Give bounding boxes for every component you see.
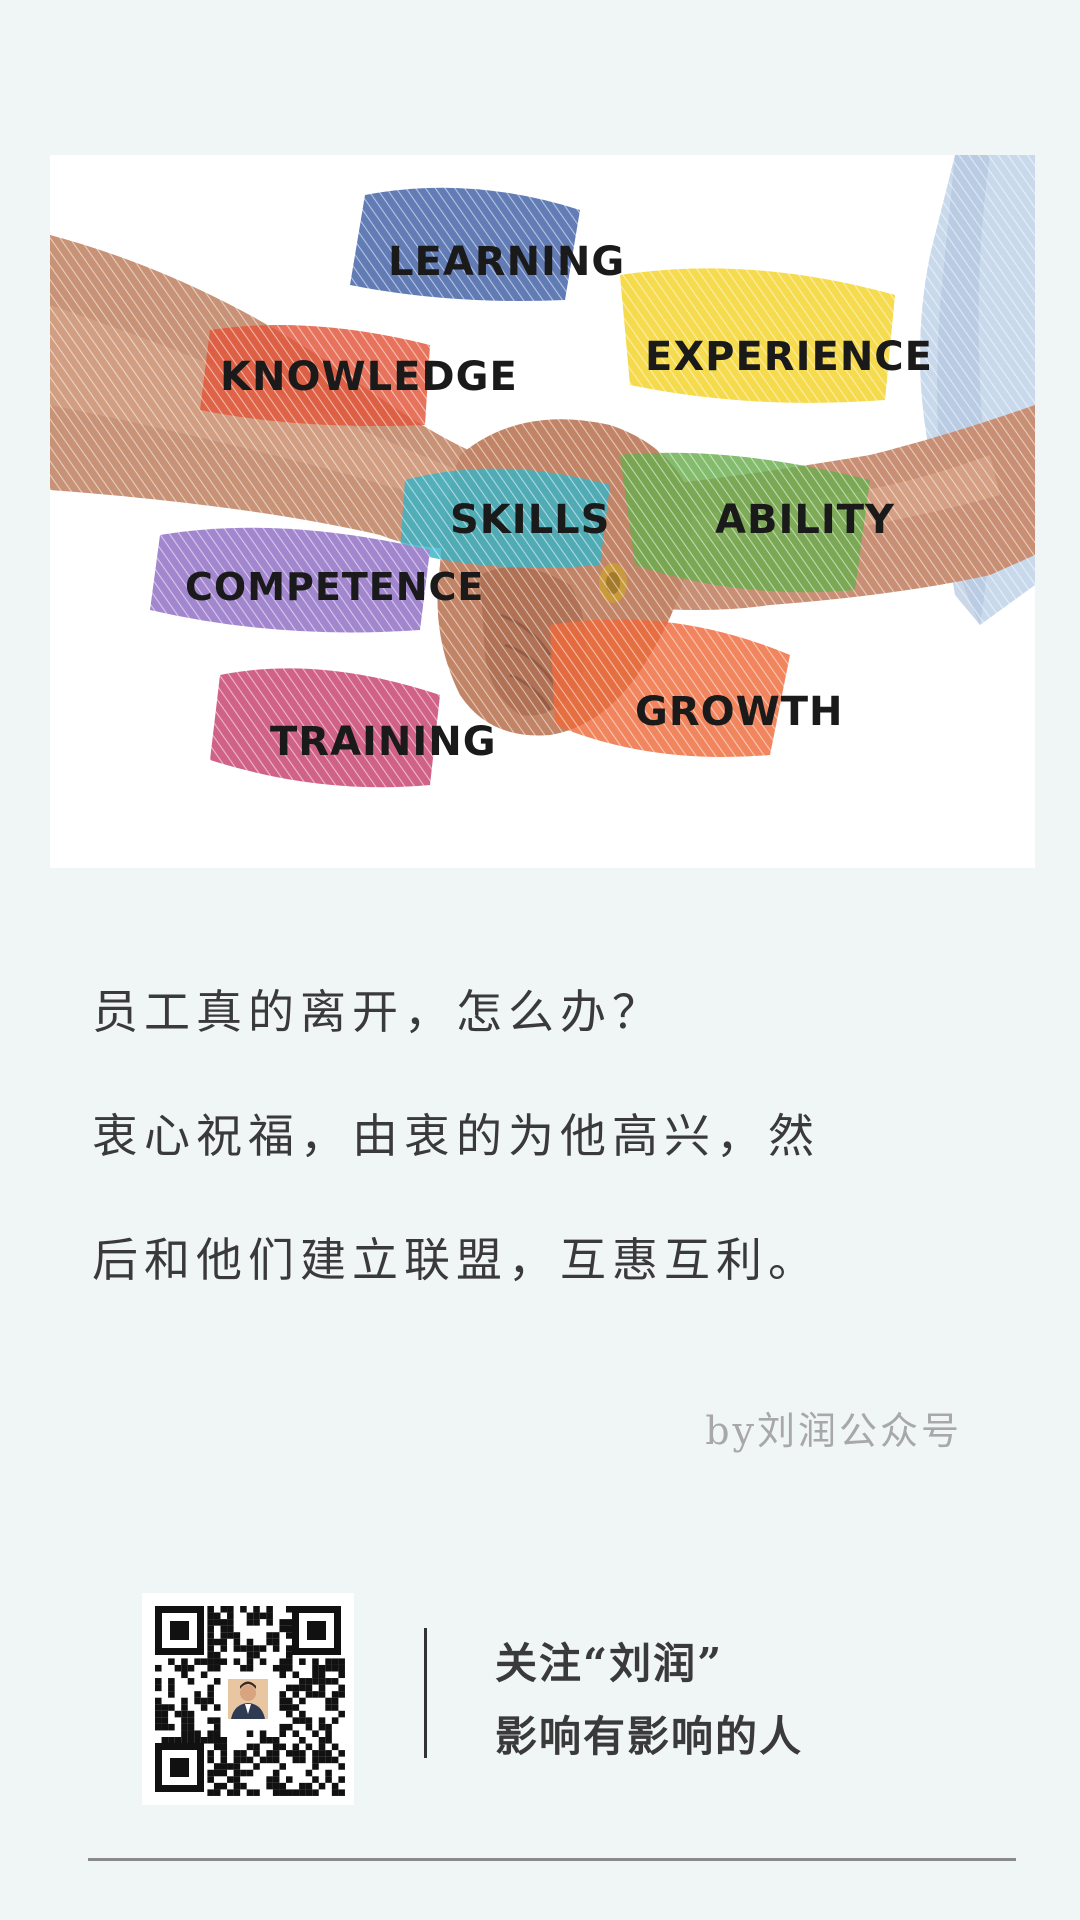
vertical-divider: [424, 1628, 427, 1758]
word-knowledge: KNOWLEDGE: [220, 354, 518, 400]
word-skills: SKILLS: [450, 497, 610, 543]
qr-code-image: [155, 1606, 345, 1796]
follow-line-1: 关注“刘润”: [495, 1639, 724, 1688]
quote-line-3: 后和他们建立联盟，互惠互利。: [92, 1233, 820, 1287]
word-experience: EXPERIENCE: [645, 334, 933, 380]
word-growth: GROWTH: [635, 689, 844, 735]
handshake-illustration: LEARNING KNOWLEDGE EXPERIENCE SKILLS ABI…: [50, 155, 1035, 868]
quote-line-2: 衷心祝福，由衷的为他高兴，然: [92, 1109, 820, 1163]
follow-text: 关注“刘润” 影响有影响的人: [495, 1630, 803, 1764]
word-ability: ABILITY: [715, 497, 895, 543]
quote-text: 员工真的离开，怎么办？ 衷心祝福，由衷的为他高兴，然 后和他们建立联盟，互惠互利…: [92, 975, 992, 1347]
qr-code: [142, 1593, 354, 1805]
word-training: TRAINING: [270, 719, 497, 765]
quote-line-1: 员工真的离开，怎么办？: [92, 985, 664, 1039]
bottom-divider: [88, 1858, 1016, 1861]
word-competence: COMPETENCE: [185, 565, 484, 609]
follow-line-2: 影响有影响的人: [495, 1712, 804, 1761]
byline: by刘润公众号: [705, 1409, 962, 1453]
avatar: [228, 1679, 268, 1719]
word-learning: LEARNING: [388, 239, 625, 285]
